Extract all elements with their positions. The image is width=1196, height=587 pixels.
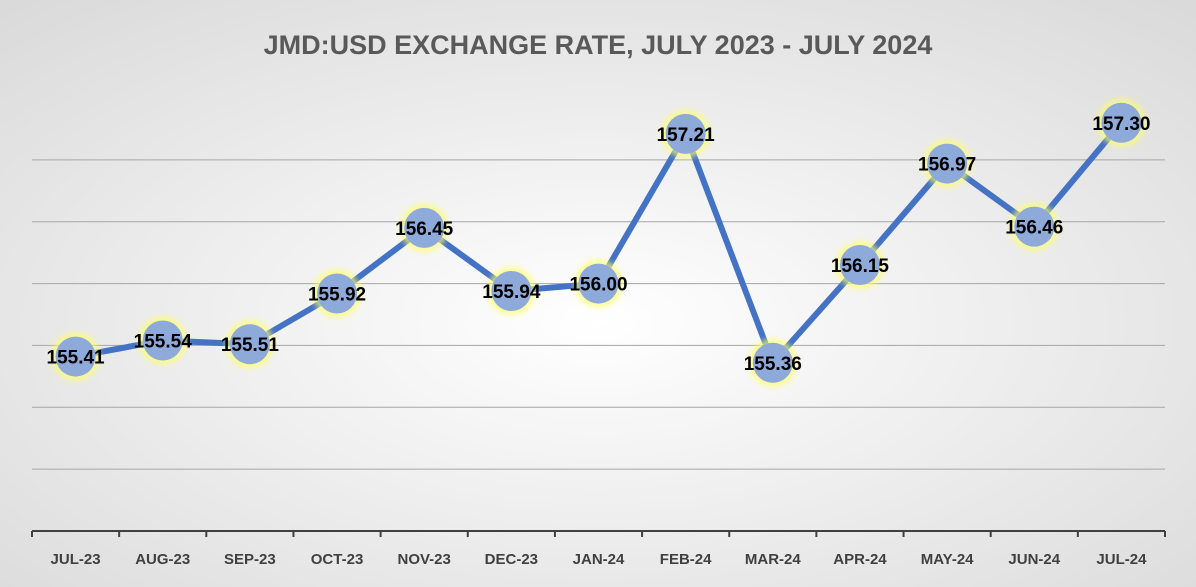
data-label: 155.92	[308, 284, 366, 305]
data-label: 156.15	[831, 256, 890, 277]
data-label: 155.94	[482, 282, 541, 303]
x-tick-label: JUL-23	[51, 551, 101, 568]
x-tick-label: JUL-24	[1096, 551, 1147, 568]
marker	[1014, 206, 1055, 247]
x-tick-label: FEB-24	[660, 551, 712, 568]
data-label: 156.46	[1005, 218, 1063, 239]
x-tick-label: JAN-24	[573, 551, 625, 568]
data-label: 155.54	[134, 331, 193, 352]
marker	[665, 113, 706, 154]
marker	[491, 270, 532, 311]
x-tick-label: APR-24	[833, 551, 887, 568]
x-tick-label: NOV-23	[398, 551, 451, 568]
data-label: 157.30	[1092, 114, 1150, 135]
data-label: 155.41	[47, 348, 106, 369]
data-label: 156.45	[395, 219, 454, 240]
marker	[1101, 102, 1142, 143]
marker	[927, 143, 968, 184]
data-label: 155.51	[221, 335, 280, 356]
marker	[404, 207, 445, 248]
x-tick-label: JUN-24	[1008, 551, 1060, 568]
data-label: 156.00	[569, 275, 627, 296]
x-tick-label: MAY-24	[921, 551, 974, 568]
marker	[142, 320, 183, 361]
x-tick-label: SEP-23	[224, 551, 276, 568]
marker	[229, 324, 270, 365]
marker	[55, 336, 96, 377]
x-tick-label: MAR-24	[745, 551, 801, 568]
x-tick-label: AUG-23	[135, 551, 190, 568]
data-label: 155.36	[744, 354, 802, 375]
x-tick-label: DEC-23	[485, 551, 538, 568]
x-tick-label: OCT-23	[311, 551, 364, 568]
marker	[578, 263, 619, 304]
marker	[752, 342, 793, 383]
data-label: 156.97	[918, 155, 976, 176]
chart-title: JMD:USD EXCHANGE RATE, JULY 2023 - JULY …	[264, 30, 933, 60]
marker	[317, 273, 358, 314]
marker	[839, 245, 880, 286]
data-label: 157.21	[657, 125, 716, 146]
